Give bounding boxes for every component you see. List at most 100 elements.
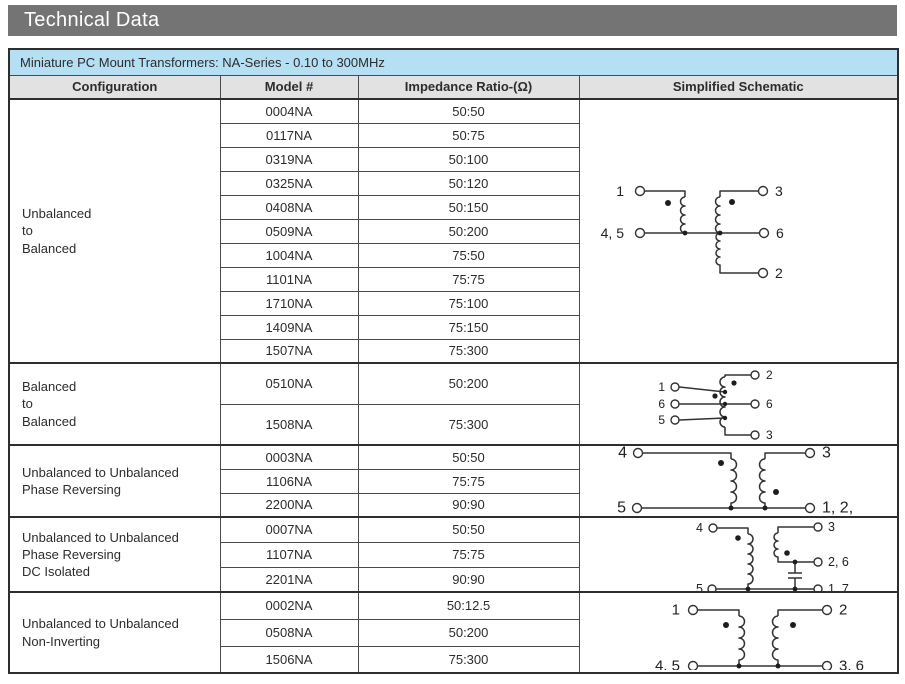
junction-dot: [717, 230, 723, 235]
table-row: 0117NA 50:75: [9, 122, 898, 148]
impedance-ratio: 75:75: [357, 541, 580, 568]
config-balanced-to-balanced: Balanced to Balanced: [8, 362, 221, 446]
terminal-label: 3, 6: [839, 658, 864, 671]
transformer-schematic-diagram: 1 4, 5 2 3, 6: [655, 602, 864, 671]
table-row: 1710NA 75:100: [9, 290, 898, 316]
phase-dot: [735, 534, 742, 541]
table-row: 0509NA 50:200: [9, 218, 898, 244]
terminal-label: 4, 5: [601, 225, 625, 241]
config-line: Balanced: [22, 379, 77, 395]
terminal-label: 6: [766, 397, 773, 411]
junction-dot: [682, 230, 688, 235]
table-row: Unbalanced to Unbalanced Phase Reversing…: [8, 516, 899, 593]
junction-dot: [723, 415, 728, 421]
terminal-label: 1: [616, 183, 624, 199]
terminal: [750, 370, 760, 380]
terminal-label: 5: [696, 582, 703, 591]
table-row: 0325NA 50:120: [9, 170, 898, 196]
impedance-ratio: 75:300: [357, 403, 580, 446]
terminal: [750, 399, 760, 409]
page-title: Technical Data: [24, 9, 160, 31]
impedance-ratio: 75:75: [357, 468, 580, 494]
table-row: 2200NA 90:90: [9, 492, 898, 518]
phase-dot: [718, 460, 725, 466]
table-row: Balanced to Balanced 0510NA 50:200: [8, 362, 899, 446]
terminal-label: 3: [775, 183, 783, 199]
col-header-simplified-schematic: Simplified Schematic: [578, 74, 899, 100]
terminal-label: 6: [776, 225, 784, 241]
table-row: 0408NA 50:150: [9, 194, 898, 220]
impedance-ratio: 75:300: [357, 338, 580, 364]
terminal-label: 2: [775, 265, 783, 281]
model-number: 1710NA: [219, 290, 359, 316]
impedance-ratio: 50:200: [357, 618, 580, 647]
config-line: to: [22, 223, 33, 239]
phase-dot: [729, 198, 736, 205]
terminal-label: 2: [839, 602, 847, 619]
terminal-label: 6: [659, 397, 666, 411]
terminal: [670, 382, 680, 392]
impedance-ratio: 50:50: [357, 516, 580, 543]
config-line: Unbalanced to Unbalanced: [22, 529, 179, 545]
config-unbal-unbal-phase-reversing-dc-isolated: Unbalanced to Unbalanced Phase Reversing…: [8, 516, 221, 593]
table-row: 1506NA 75:300: [9, 645, 898, 674]
config-line: Phase Reversing: [22, 482, 121, 497]
terminal: [822, 660, 833, 670]
impedance-ratio: 75:50: [357, 242, 580, 268]
non-inverting-schematic-icon: 1 4, 5 2 3, 6: [578, 591, 899, 674]
series-banner: Miniature PC Mount Transformers: NA-Seri…: [8, 48, 899, 76]
model-number: 0003NA: [219, 444, 359, 470]
transformer-table: Miniature PC Mount Transformers: NA-Seri…: [8, 48, 900, 674]
impedance-ratio: 75:300: [357, 645, 580, 674]
impedance-ratio: 50:75: [357, 122, 580, 148]
impedance-ratio: 75:75: [357, 266, 580, 292]
transformer-schematic-diagram: 1 6 5 2 6 3: [659, 368, 774, 442]
phase-dot: [731, 380, 737, 386]
table-row: 1507NA 75:300: [9, 338, 898, 364]
terminal-label: 1, 2, 6: [822, 500, 858, 517]
terminal-label: 4: [696, 521, 703, 535]
title-bar: Technical Data: [8, 5, 897, 36]
unbalanced-to-balanced-schematic-icon: 1 4, 5 3 6 2: [578, 98, 899, 364]
terminal: [805, 502, 816, 514]
model-number: 0408NA: [219, 194, 359, 220]
terminal: [635, 185, 646, 196]
impedance-ratio: 50:200: [357, 218, 580, 244]
impedance-ratio: 50:200: [357, 362, 580, 405]
terminal-label: 3: [766, 428, 773, 442]
model-number: 1507NA: [219, 338, 359, 364]
table-row: 1004NA 75:50: [9, 242, 898, 268]
transformer-schematic-diagram: 4 5 3 2, 6 1, 7: [696, 520, 849, 591]
phase-dot: [790, 622, 797, 628]
terminal-label: 2: [766, 368, 773, 382]
config-line: Phase Reversing: [22, 546, 121, 562]
impedance-ratio: 50:12.5: [357, 591, 580, 620]
balanced-to-balanced-schematic-icon: 1 6 5 2 6 3: [578, 362, 899, 446]
model-number: 1101NA: [219, 266, 359, 292]
terminal-label: 3: [828, 520, 835, 534]
transformer-schematic-diagram: 1 4, 5 3 6 2: [601, 183, 784, 281]
junction-dot: [792, 586, 798, 591]
terminal: [759, 227, 770, 238]
terminal: [813, 556, 823, 567]
terminal: [758, 267, 769, 278]
junction-dot: [775, 663, 781, 669]
terminal-label: 1, 7: [828, 582, 849, 591]
config-line: Unbalanced to Unbalanced: [22, 464, 179, 480]
col-header-model: Model #: [219, 74, 359, 100]
terminal-label: 5: [618, 500, 626, 517]
col-header-configuration: Configuration: [8, 74, 221, 100]
model-number: 0004NA: [219, 98, 359, 124]
terminal: [688, 660, 699, 670]
impedance-ratio: 75:150: [357, 314, 580, 340]
terminal: [822, 604, 833, 616]
config-line: Unbalanced: [22, 206, 92, 222]
impedance-ratio: 50:120: [357, 170, 580, 196]
junction-dot: [745, 586, 751, 591]
table-row: Unbalanced to Unbalanced Non-Inverting 0…: [8, 591, 899, 674]
terminal-label: 4, 5: [655, 658, 680, 671]
table-row: 0319NA 50:100: [9, 146, 898, 172]
model-number: 1106NA: [219, 468, 359, 494]
terminal: [708, 522, 718, 533]
model-number: 0007NA: [219, 516, 359, 543]
